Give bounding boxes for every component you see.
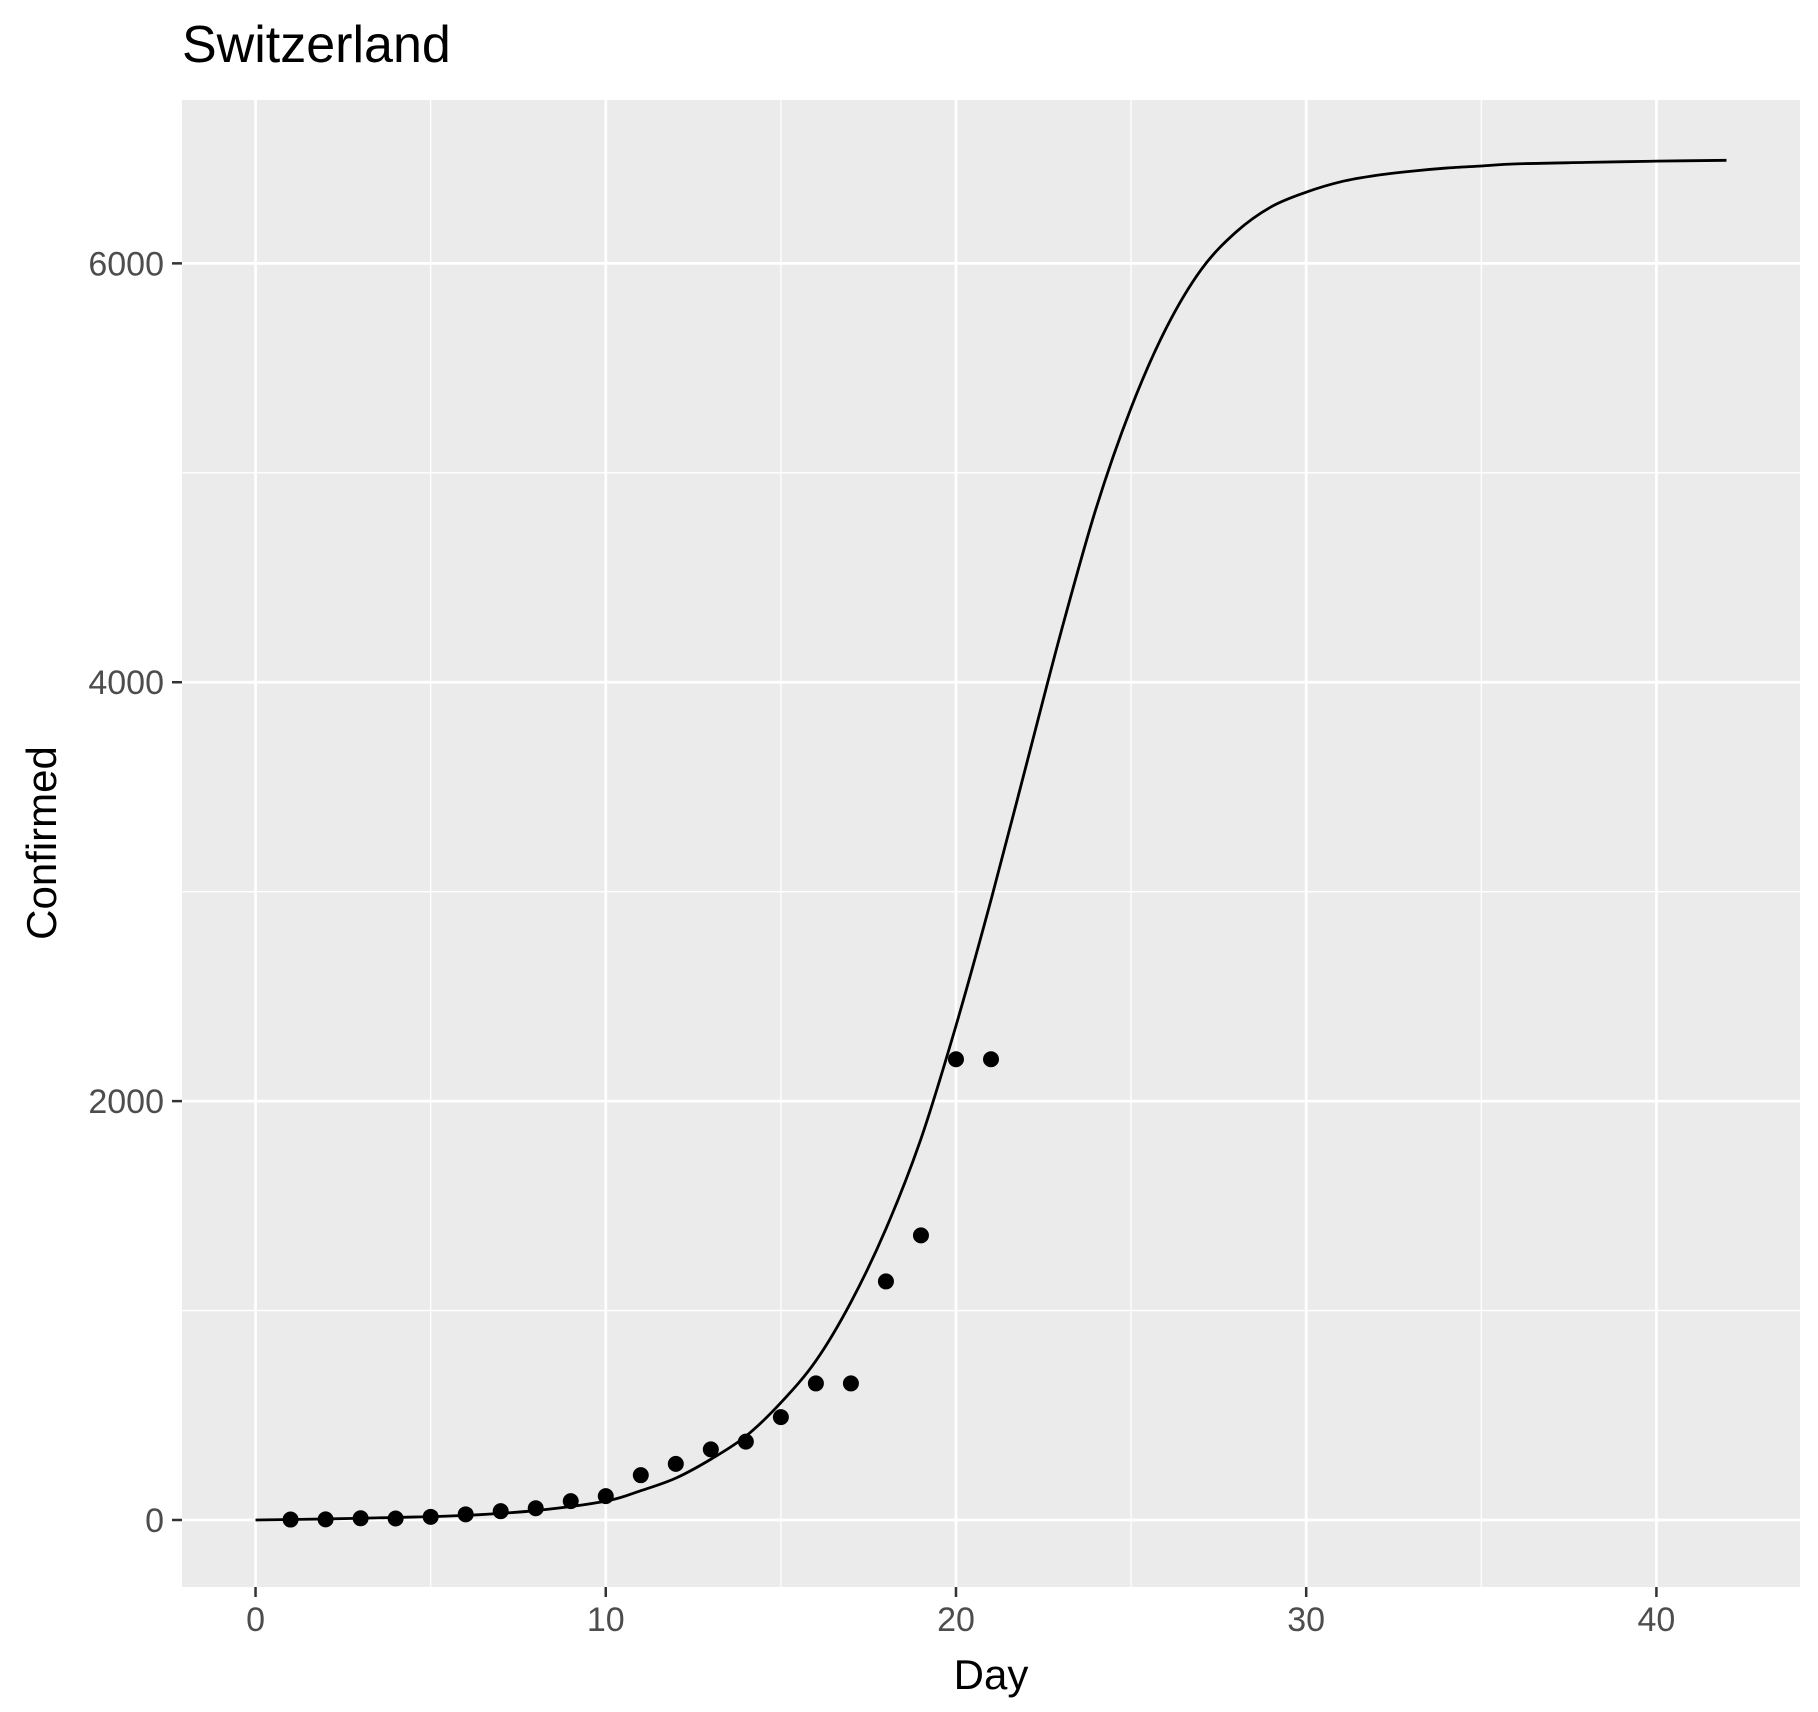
data-point — [527, 1500, 544, 1517]
data-point — [702, 1441, 719, 1458]
data-point — [737, 1433, 754, 1450]
data-point — [282, 1511, 299, 1528]
x-axis-tick-label: 0 — [246, 1601, 265, 1639]
minor-gridlines — [182, 100, 1800, 1587]
major-gridlines — [182, 100, 1800, 1587]
y-axis-title: Confirmed — [18, 746, 65, 940]
x-axis-tick-labels: 0 10 20 30 40 — [246, 1601, 1675, 1639]
x-axis-tick-label: 10 — [587, 1601, 625, 1639]
x-axis-title: Day — [954, 1651, 1029, 1698]
plot-panel — [182, 100, 1800, 1587]
data-point — [457, 1506, 474, 1523]
y-axis-tick-label: 0 — [145, 1502, 164, 1540]
data-point — [562, 1493, 579, 1510]
data-point — [772, 1409, 789, 1426]
data-point — [632, 1467, 649, 1484]
y-axis-tick-label: 2000 — [88, 1083, 164, 1121]
data-point — [912, 1227, 929, 1244]
data-point — [352, 1510, 369, 1527]
data-point — [492, 1503, 509, 1520]
data-point — [842, 1375, 859, 1392]
y-axis-tick-labels: 0 2000 4000 6000 — [88, 245, 164, 1540]
fitted-curve-line — [255, 158, 1727, 1522]
data-point — [387, 1510, 404, 1527]
fitted-curve-layer — [255, 158, 1727, 1522]
data-point — [877, 1273, 894, 1290]
y-axis-tick-label: 6000 — [88, 245, 164, 283]
data-point — [317, 1511, 334, 1528]
data-point — [947, 1051, 964, 1068]
axis-ticks — [172, 262, 1658, 1597]
data-point — [597, 1488, 614, 1505]
x-axis-tick-label: 20 — [937, 1601, 975, 1639]
data-point — [422, 1508, 439, 1525]
data-point — [807, 1375, 824, 1392]
data-point — [983, 1051, 999, 1068]
x-axis-tick-label: 30 — [1287, 1601, 1325, 1639]
y-axis-tick-label: 4000 — [88, 664, 164, 702]
data-points-layer — [282, 1051, 999, 1528]
data-point — [667, 1455, 684, 1472]
chart-title: Switzerland — [182, 16, 451, 74]
x-axis-tick-label: 40 — [1637, 1601, 1675, 1639]
